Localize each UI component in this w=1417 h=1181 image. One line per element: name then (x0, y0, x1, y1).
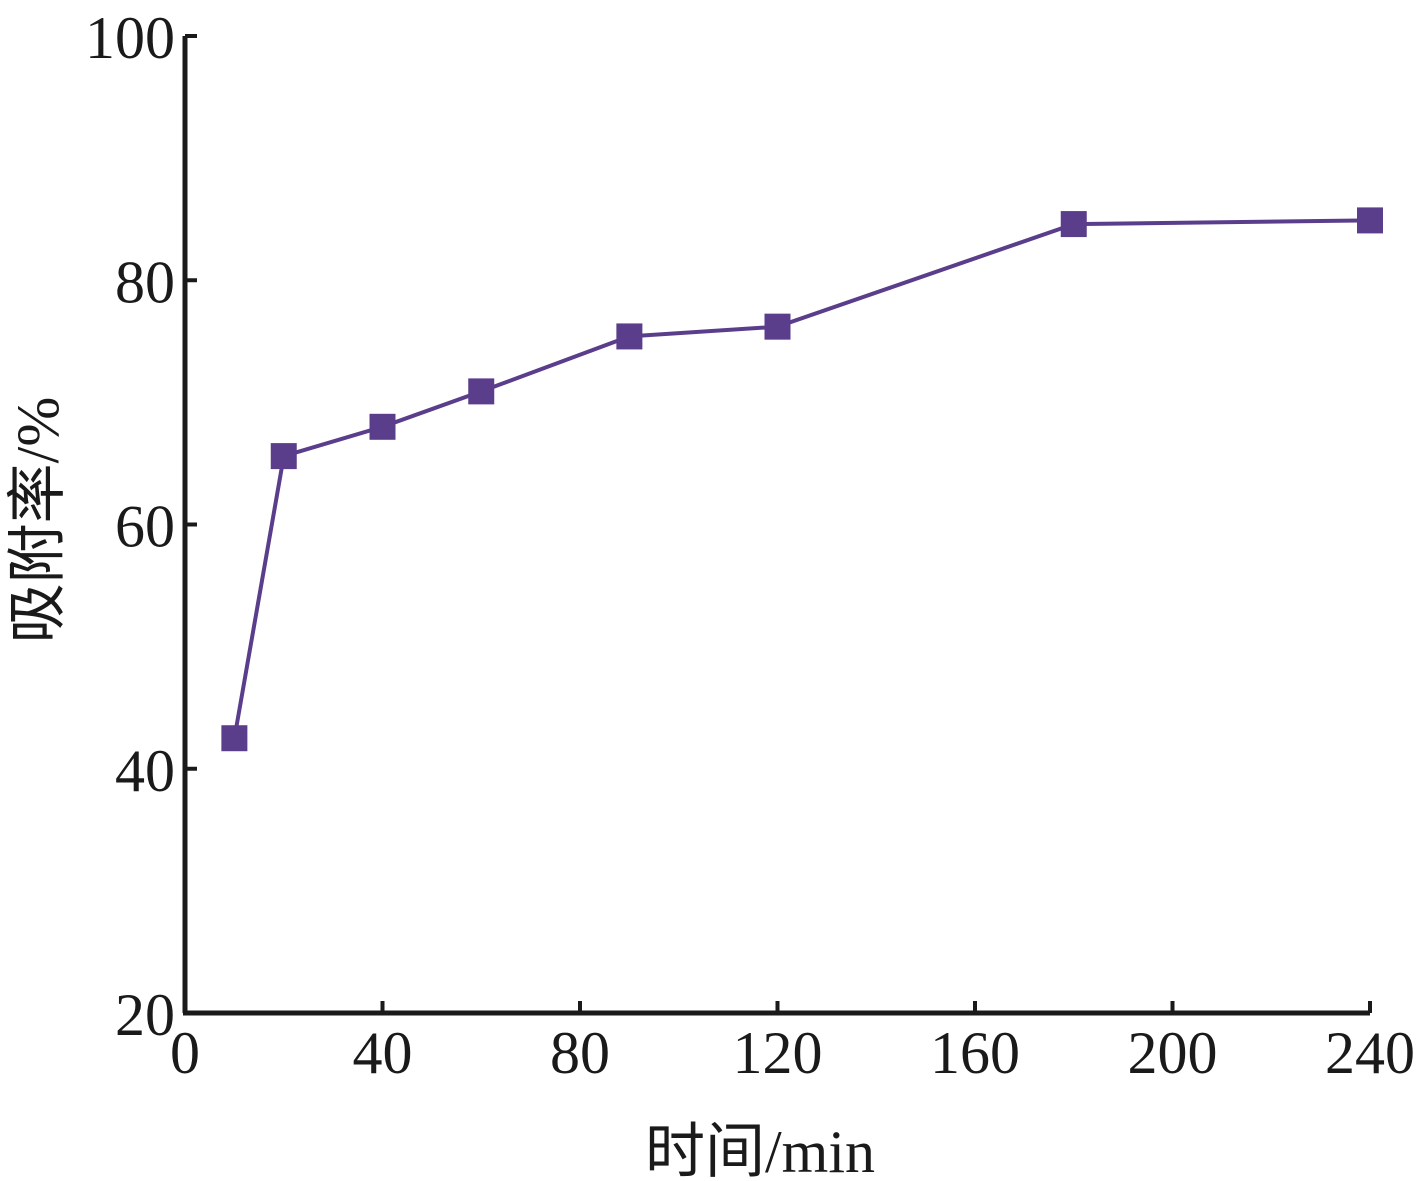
x-tick-label: 160 (930, 1020, 1020, 1086)
y-tick-label: 40 (115, 738, 175, 804)
y-axis: 20 40 60 80 100 (85, 5, 197, 1048)
y-tick-label: 80 (115, 249, 175, 315)
series-group (221, 207, 1383, 752)
y-tick-label: 60 (115, 494, 175, 560)
x-tick-label: 0 (170, 1020, 200, 1086)
y-ticks: 20 40 60 80 100 (85, 5, 197, 1048)
data-point-marker (764, 313, 791, 340)
y-tick-label: 100 (85, 5, 175, 71)
data-point-marker (221, 725, 248, 752)
x-axis: 0 40 80 120 160 200 240 (170, 1001, 1415, 1086)
y-tick-label: 20 (115, 982, 175, 1048)
data-point-marker (1060, 211, 1087, 238)
x-tick-label: 240 (1325, 1020, 1415, 1086)
data-point-marker (616, 323, 643, 350)
x-tick-label: 120 (733, 1020, 823, 1086)
y-axis-title: 吸附率/% (5, 397, 71, 644)
x-axis-title: 时间/min (645, 1119, 875, 1181)
x-tick-label: 80 (550, 1020, 610, 1086)
x-tick-label: 200 (1128, 1020, 1218, 1086)
data-point-marker (1357, 207, 1383, 234)
data-point-marker (270, 443, 297, 470)
x-tick-label: 40 (353, 1020, 413, 1086)
x-ticks: 0 40 80 120 160 200 240 (170, 1001, 1415, 1086)
data-point-marker (468, 378, 495, 405)
series-line (232, 218, 1371, 739)
data-point-marker (369, 413, 396, 440)
